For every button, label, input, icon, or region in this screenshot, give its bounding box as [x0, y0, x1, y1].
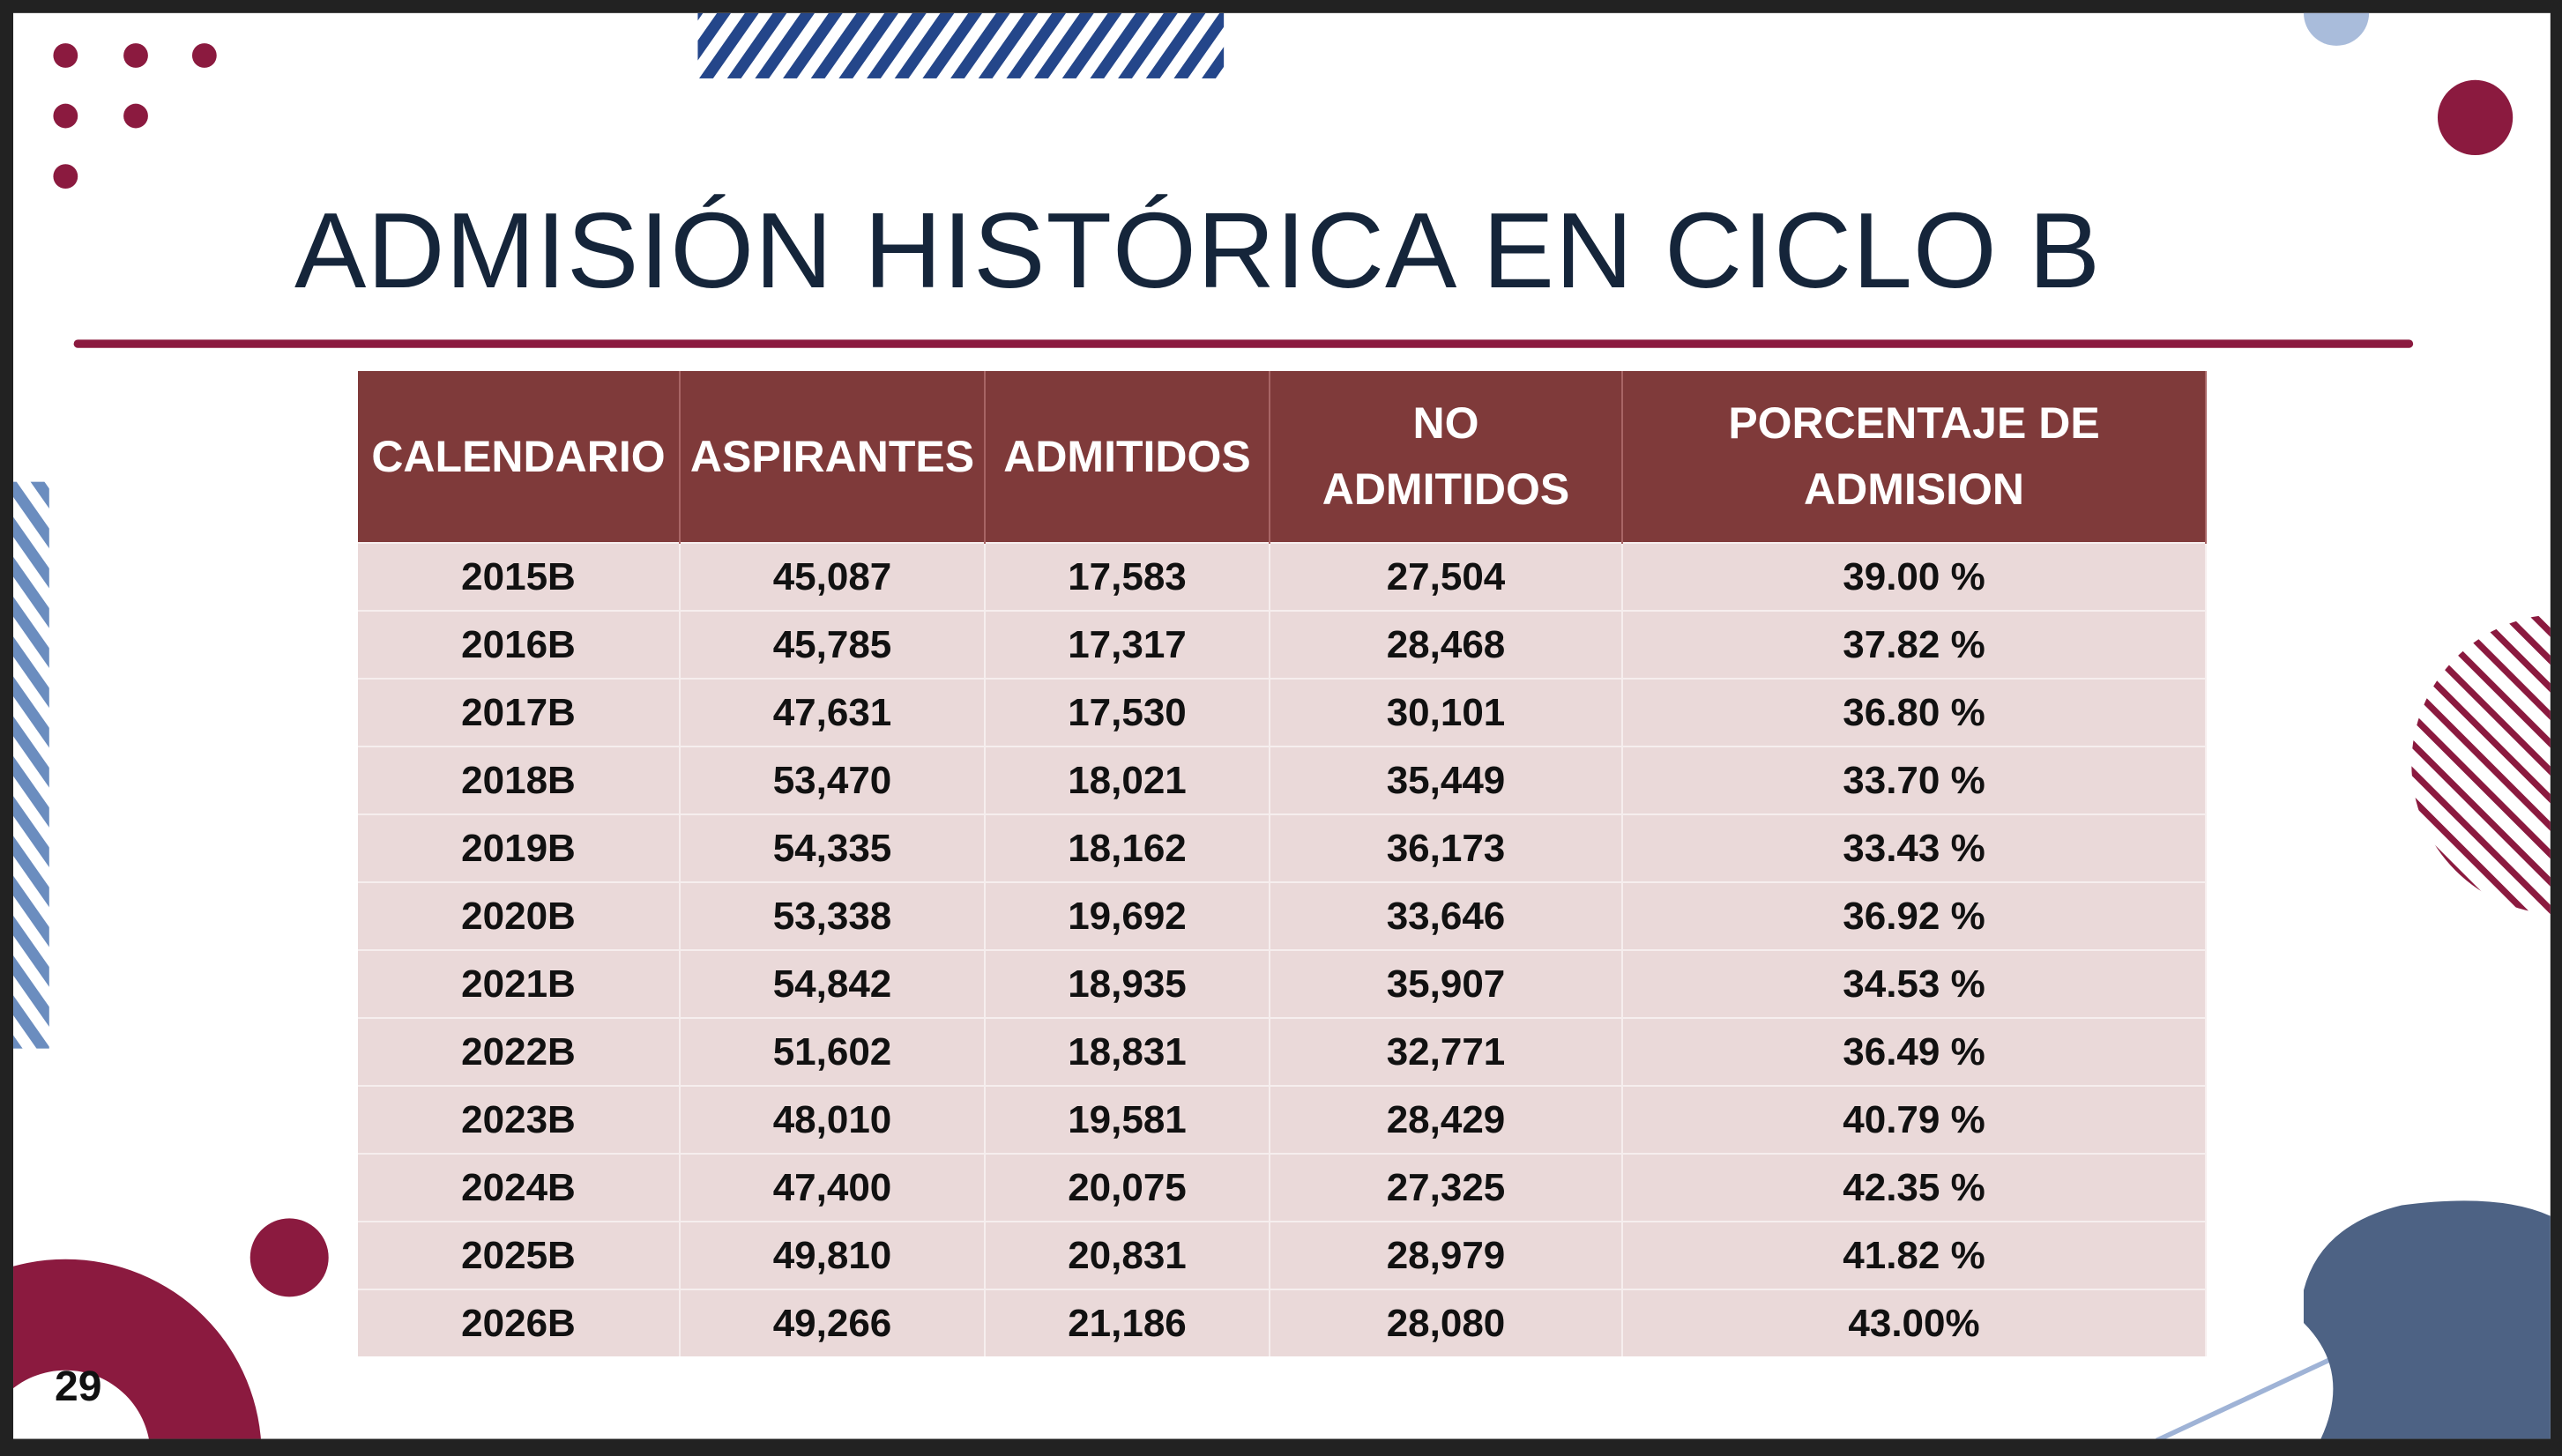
- header-text: ADMITIDOS: [1003, 431, 1251, 481]
- table-row: 2018B 53,470 18,021 35,449 33.70 %: [358, 746, 2207, 814]
- table-row: 2024B 47,400 20,075 27,325 42.35 %: [358, 1153, 2207, 1222]
- table-cell: 2025B: [358, 1221, 681, 1289]
- table-cell: 32,771: [1270, 1017, 1623, 1086]
- table-cell: 47,400: [680, 1153, 986, 1222]
- table-cell: 37.82 %: [1622, 610, 2207, 679]
- header-text: NO ADMITIDOS: [1322, 398, 1570, 514]
- table-cell: 20,831: [985, 1221, 1270, 1289]
- table-cell: 18,162: [985, 813, 1270, 882]
- table-cell: 17,317: [985, 610, 1270, 679]
- table-cell: 19,581: [985, 1085, 1270, 1154]
- table-cell: 45,087: [680, 542, 986, 611]
- table-row: 2023B 48,010 19,581 28,429 40.79 %: [358, 1085, 2207, 1154]
- table-cell: 54,335: [680, 813, 986, 882]
- table-cell: 20,075: [985, 1153, 1270, 1222]
- table-cell: 49,810: [680, 1221, 986, 1289]
- table-body: 2015B 45,087 17,583 27,504 39.00 % 2016B 45,78…: [358, 542, 2207, 1356]
- table-cell: 33.43 %: [1622, 813, 2207, 882]
- column-header: ASPIRANTES: [680, 371, 986, 543]
- table-cell: 21,186: [985, 1289, 1270, 1356]
- table-cell: 54,842: [680, 949, 986, 1018]
- page-number: 29: [55, 1363, 102, 1410]
- table-row: 2026B 49,266 21,186 28,080 43.00%: [358, 1289, 2207, 1356]
- table-cell: 45,785: [680, 610, 986, 679]
- table-cell: 27,504: [1270, 542, 1623, 611]
- table-row: 2022B 51,602 18,831 32,771 36.49 %: [358, 1017, 2207, 1086]
- table-cell: 35,449: [1270, 746, 1623, 814]
- admission-table: CALENDARIO ASPIRANTES ADMITIDOS NO ADMITIDO…: [358, 371, 2207, 1356]
- table-cell: 2026B: [358, 1289, 681, 1356]
- table-cell: 2021B: [358, 949, 681, 1018]
- table-row: 2017B 47,631 17,530 30,101 36.80 %: [358, 678, 2207, 747]
- table-cell: 2019B: [358, 813, 681, 882]
- table-cell: 28,468: [1270, 610, 1623, 679]
- table-cell: 17,530: [985, 678, 1270, 747]
- header-text: ASPIRANTES: [689, 431, 975, 481]
- table-cell: 2020B: [358, 881, 681, 950]
- table-cell: 2022B: [358, 1017, 681, 1086]
- table-cell: 39.00 %: [1622, 542, 2207, 611]
- column-header: PORCENTAJE DE ADMISION: [1622, 371, 2207, 543]
- table-cell: 53,338: [680, 881, 986, 950]
- table-cell: 49,266: [680, 1289, 986, 1356]
- table-cell: 27,325: [1270, 1153, 1623, 1222]
- table-cell: 41.82 %: [1622, 1221, 2207, 1289]
- table-cell: 51,602: [680, 1017, 986, 1086]
- table-cell: 35,907: [1270, 949, 1623, 1018]
- column-header: NO ADMITIDOS: [1270, 371, 1623, 543]
- table-row: 2020B 53,338 19,692 33,646 36.92 %: [358, 881, 2207, 950]
- table-cell: 34.53 %: [1622, 949, 2207, 1018]
- table-cell: 53,470: [680, 746, 986, 814]
- table-cell: 33,646: [1270, 881, 1623, 950]
- table-cell: 2017B: [358, 678, 681, 747]
- table-cell: 30,101: [1270, 678, 1623, 747]
- table-cell: 48,010: [680, 1085, 986, 1154]
- table-cell: 33.70 %: [1622, 746, 2207, 814]
- table-cell: 2015B: [358, 542, 681, 611]
- table-cell: 43.00%: [1622, 1289, 2207, 1356]
- table-row: 2019B 54,335 18,162 36,173 33.43 %: [358, 813, 2207, 882]
- table-cell: 18,831: [985, 1017, 1270, 1086]
- column-header: ADMITIDOS: [985, 371, 1270, 543]
- table-cell: 36.92 %: [1622, 881, 2207, 950]
- header-text: CALENDARIO: [371, 431, 666, 481]
- table-cell: 36.49 %: [1622, 1017, 2207, 1086]
- table-cell: 28,429: [1270, 1085, 1623, 1154]
- table-cell: 28,080: [1270, 1289, 1623, 1356]
- table-cell: 18,935: [985, 949, 1270, 1018]
- column-header: CALENDARIO: [358, 371, 681, 543]
- table-cell: 28,979: [1270, 1221, 1623, 1289]
- header-text: PORCENTAJE DE ADMISION: [1728, 398, 2100, 514]
- table-cell: 2016B: [358, 610, 681, 679]
- table-cell: 18,021: [985, 746, 1270, 814]
- table-row: 2015B 45,087 17,583 27,504 39.00 %: [358, 542, 2207, 611]
- table-cell: 40.79 %: [1622, 1085, 2207, 1154]
- table-row: 2016B 45,785 17,317 28,468 37.82 %: [358, 610, 2207, 679]
- header-row: CALENDARIO ASPIRANTES ADMITIDOS NO ADMITIDO…: [358, 371, 2207, 543]
- table-cell: 2024B: [358, 1153, 681, 1222]
- slide-title: ADMISIÓN HISTÓRICA EN CICLO B: [294, 190, 2102, 310]
- table-cell: 47,631: [680, 678, 986, 747]
- table-cell: 36.80 %: [1622, 678, 2207, 747]
- table-row: 2021B 54,842 18,935 35,907 34.53 %: [358, 949, 2207, 1018]
- table-cell: 19,692: [985, 881, 1270, 950]
- table-cell: 2023B: [358, 1085, 681, 1154]
- table-cell: 42.35 %: [1622, 1153, 2207, 1222]
- table-cell: 2018B: [358, 746, 681, 814]
- table-cell: 17,583: [985, 542, 1270, 611]
- table-row: 2025B 49,810 20,831 28,979 41.82 %: [358, 1221, 2207, 1289]
- table-cell: 36,173: [1270, 813, 1623, 882]
